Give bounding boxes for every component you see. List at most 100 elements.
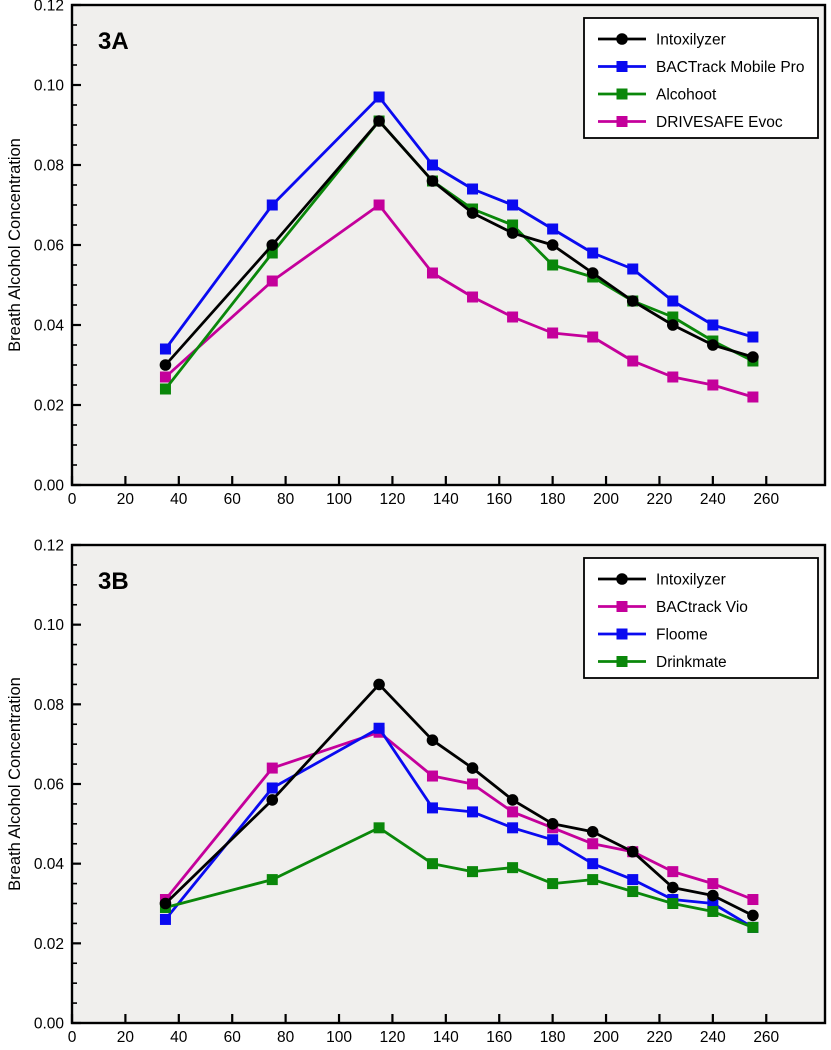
- y-tick-label: 0.06: [34, 237, 64, 254]
- x-tick-label: 40: [170, 491, 188, 508]
- circle-marker: [747, 909, 759, 922]
- circle-marker: [707, 889, 719, 902]
- y-tick-label: 0.08: [34, 157, 64, 174]
- square-marker: [547, 327, 559, 339]
- x-tick-label: 140: [433, 1029, 459, 1046]
- x-tick-label: 120: [379, 1029, 405, 1046]
- square-marker: [507, 862, 519, 874]
- x-tick-label: 260: [753, 1029, 779, 1046]
- square-marker: [667, 898, 679, 909]
- legend-label: BACTrack Mobile Pro: [656, 59, 804, 76]
- square-marker: [627, 874, 639, 886]
- x-tick-label: 220: [647, 1029, 673, 1046]
- square-marker: [467, 778, 479, 790]
- y-tick-label: 0.00: [34, 477, 65, 494]
- square-marker: [373, 199, 385, 211]
- square-marker: [616, 116, 628, 127]
- square-marker: [373, 822, 385, 834]
- square-marker: [627, 886, 639, 898]
- square-marker: [426, 770, 438, 782]
- square-marker: [507, 199, 519, 211]
- square-marker: [587, 874, 599, 886]
- y-tick-label: 0.12: [34, 0, 64, 14]
- square-marker: [373, 722, 385, 734]
- x-tick-label: 200: [593, 1029, 619, 1046]
- square-marker: [667, 866, 679, 878]
- legend-entry-intoxilyzer: Intoxilyzer: [598, 571, 726, 588]
- legend-label: Floome: [656, 626, 708, 643]
- x-tick-label: 40: [170, 1029, 188, 1046]
- legend: Intoxilyzer BACtrack Vio Floome Drinkmate: [583, 557, 819, 679]
- legend-entry-drinkmate: Drinkmate: [598, 654, 727, 671]
- series-line-floome: [164, 726, 755, 929]
- circle-marker: [426, 734, 439, 746]
- circle-marker: [616, 33, 628, 45]
- square-marker: [266, 782, 278, 794]
- legend-entry-intoxilyzer: Intoxilyzer: [598, 31, 726, 48]
- square-marker: [616, 656, 628, 667]
- x-tick-label: 60: [224, 491, 242, 508]
- square-marker: [667, 371, 679, 383]
- circle-marker: [626, 845, 639, 858]
- series-line-drinkmate: [164, 826, 755, 929]
- square-marker: [667, 295, 679, 307]
- y-tick-label: 0.12: [34, 537, 64, 554]
- square-marker: [616, 601, 628, 612]
- square-marker: [266, 762, 278, 774]
- y-tick-label: 0.02: [34, 936, 64, 953]
- legend-entry-alcohoot: Alcohoot: [598, 86, 717, 103]
- panel-label: 3B: [98, 568, 129, 595]
- square-marker: [467, 806, 479, 818]
- legend-label: Alcohoot: [656, 86, 717, 103]
- x-tick-label: 100: [326, 491, 352, 508]
- square-marker: [547, 223, 559, 235]
- x-tick-label: 80: [277, 491, 295, 508]
- square-marker: [707, 319, 719, 331]
- legend-label: Intoxilyzer: [656, 571, 726, 588]
- square-marker: [266, 874, 278, 886]
- x-tick-label: 20: [117, 491, 135, 508]
- series-line-bactrack-mobile-pro: [164, 95, 755, 351]
- legend-entry-bactrack-mobile-pro: BACTrack Mobile Pro: [598, 59, 804, 76]
- square-marker: [627, 355, 639, 367]
- x-tick-label: 220: [647, 491, 673, 508]
- circle-marker: [586, 267, 599, 279]
- square-marker: [507, 311, 519, 323]
- square-marker: [707, 878, 719, 890]
- square-marker: [467, 183, 479, 195]
- circle-marker: [506, 227, 519, 239]
- square-marker: [547, 259, 559, 271]
- x-tick-label: 60: [224, 1029, 242, 1046]
- square-marker: [266, 247, 278, 259]
- series-markers-intoxilyzer: [159, 115, 759, 371]
- chart-panel-3A: 0.00 0.02 0.04 0.06 0.08 0.10 0.12 0 20 40 60 80 100…: [6, 0, 827, 508]
- x-tick-label: 20: [117, 1029, 135, 1046]
- plot-frame: [70, 3, 827, 487]
- legend-entry-bactrack-vio: BACtrack Vio: [598, 599, 748, 616]
- x-tick-label: 240: [700, 1029, 726, 1046]
- circle-marker: [586, 826, 599, 838]
- chart-panel-3B: 0.00 0.02 0.04 0.06 0.08 0.10 0.12 0 20 40 60 80 100…: [6, 537, 827, 1046]
- square-marker: [667, 311, 679, 323]
- x-tick-label: 180: [540, 491, 566, 508]
- series-markers-bactrack-mobile-pro: [159, 91, 759, 355]
- circle-marker: [266, 239, 279, 251]
- x-tick-label: 0: [68, 1029, 77, 1046]
- square-marker: [266, 199, 278, 211]
- legend: Intoxilyzer BACTrack Mobile Pro Alcohoot DR…: [583, 17, 819, 139]
- square-marker: [426, 159, 438, 171]
- x-tick-label: 240: [700, 491, 726, 508]
- circle-marker: [616, 573, 628, 585]
- square-marker: [426, 267, 438, 279]
- y-tick-label: 0.10: [34, 77, 65, 94]
- circle-marker: [506, 794, 519, 806]
- x-tick-label: 80: [277, 1029, 295, 1046]
- square-marker: [616, 628, 628, 640]
- square-marker: [373, 91, 385, 103]
- circle-marker: [373, 678, 385, 691]
- y-tick-label: 0.10: [34, 617, 65, 634]
- series-markers-intoxilyzer: [159, 678, 759, 922]
- square-marker: [707, 898, 719, 909]
- y-tick-label: 0.02: [34, 397, 64, 414]
